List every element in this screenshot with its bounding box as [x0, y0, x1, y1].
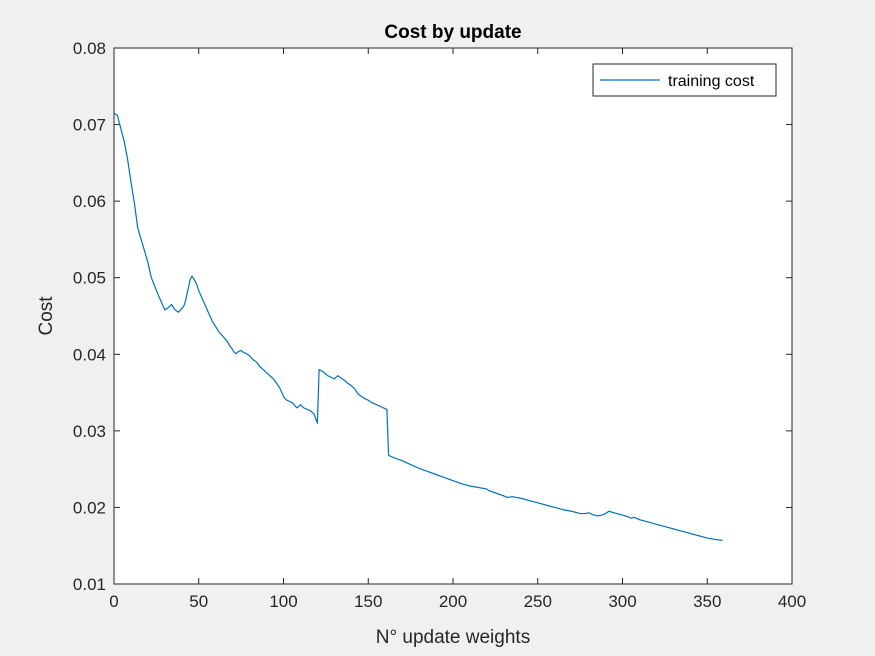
- y-tick-label: 0.02: [73, 498, 106, 517]
- legend-label: training cost: [668, 73, 755, 90]
- x-tick-label: 400: [778, 592, 806, 611]
- y-tick-label: 0.05: [73, 269, 106, 288]
- plot-area: [114, 48, 792, 584]
- y-tick-label: 0.08: [73, 39, 106, 58]
- y-tick-label: 0.07: [73, 116, 106, 135]
- y-tick-label: 0.06: [73, 192, 106, 211]
- y-tick-label: 0.03: [73, 422, 106, 441]
- x-tick-label: 350: [693, 592, 721, 611]
- x-tick-label: 300: [608, 592, 636, 611]
- series-layer: [113, 112, 723, 541]
- x-tick-label: 0: [109, 592, 118, 611]
- axes-box: [113, 47, 793, 585]
- legend: training cost: [592, 63, 777, 97]
- labels-layer: 0 50 100 150 200 250 300 350 400 0.01 0.02 0.03 0.04…: [73, 39, 806, 611]
- y-axis-label: Cost: [36, 296, 57, 336]
- y-tick-label: 0.01: [73, 575, 106, 594]
- x-tick-label: 100: [269, 592, 297, 611]
- y-tick-label: 0.04: [73, 345, 106, 364]
- chart-title: Cost by update: [384, 22, 521, 43]
- x-tick-label: 150: [354, 592, 382, 611]
- series-line-training-cost: [113, 112, 723, 541]
- x-tick-label: 200: [439, 592, 467, 611]
- x-tick-label: 250: [524, 592, 552, 611]
- x-tick-label: 50: [189, 592, 208, 611]
- x-axis-label: N° update weights: [376, 627, 530, 648]
